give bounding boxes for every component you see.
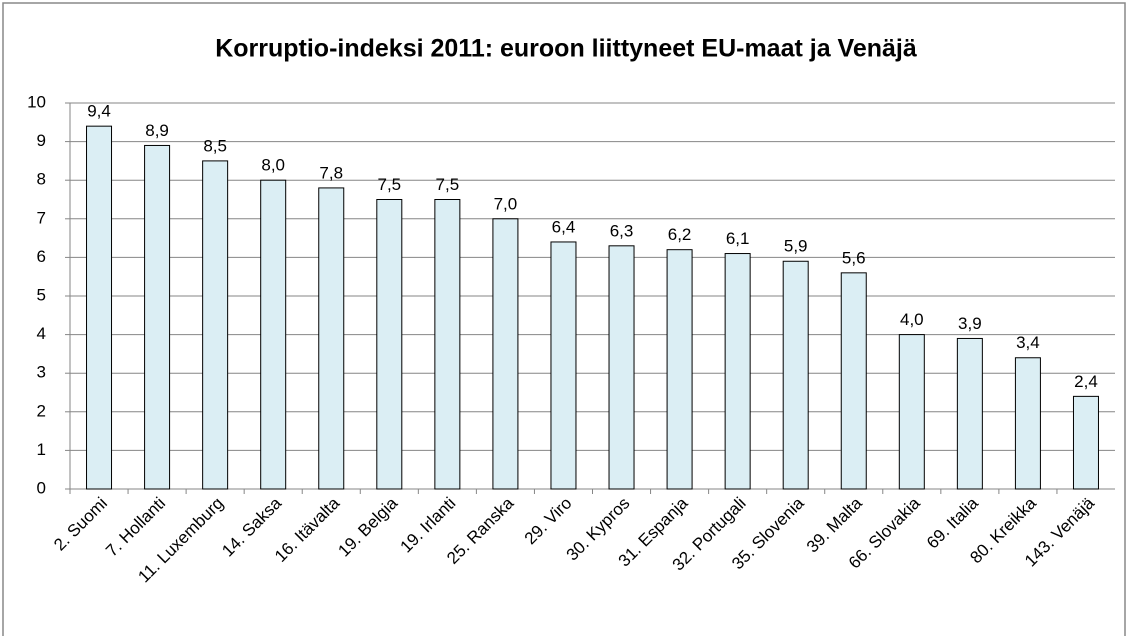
bar (1014, 357, 1041, 490)
value-label: 7,8 (319, 163, 343, 182)
value-label: 3,9 (958, 314, 982, 333)
y-tick-label: 7 (37, 208, 46, 227)
y-tick-label: 10 (27, 92, 46, 111)
bar (956, 337, 983, 490)
bar (434, 199, 461, 490)
value-label: 5,9 (784, 237, 808, 256)
y-tick-label: 4 (37, 324, 46, 343)
bar (202, 160, 229, 490)
value-label: 7,0 (494, 194, 518, 213)
value-label: 7,5 (377, 175, 401, 194)
bar (376, 199, 403, 490)
bar (86, 125, 113, 490)
bar (840, 272, 867, 490)
y-tick-label: 2 (37, 401, 46, 420)
bar (550, 241, 577, 490)
value-label: 8,5 (203, 136, 227, 155)
value-label: 2,4 (1074, 372, 1098, 391)
value-label: 6,4 (552, 217, 576, 236)
bar (260, 179, 287, 490)
value-label: 8,9 (145, 121, 169, 140)
value-label: 3,4 (1016, 333, 1040, 352)
value-label: 5,6 (842, 248, 866, 267)
value-label: 6,3 (610, 221, 634, 240)
bar (318, 187, 345, 490)
value-label: 4,0 (900, 310, 924, 329)
value-label: 7,5 (436, 175, 460, 194)
bar (1072, 395, 1099, 490)
value-label: 8,0 (261, 156, 285, 175)
chart-title: Korruptio-indeksi 2011: euroon liittynee… (215, 35, 917, 63)
bar (492, 218, 519, 490)
bar (666, 249, 693, 490)
bar (144, 144, 171, 490)
y-tick-label: 1 (37, 440, 46, 459)
y-tick-label: 8 (37, 170, 46, 189)
bar (782, 260, 809, 490)
value-label: 9,4 (87, 102, 111, 121)
y-tick-label: 0 (37, 478, 46, 497)
y-tick-label: 3 (37, 363, 46, 382)
value-label: 6,2 (668, 225, 692, 244)
y-tick-label: 5 (37, 285, 46, 304)
y-tick-label: 6 (37, 247, 46, 266)
value-label: 6,1 (726, 229, 750, 248)
bar (724, 253, 751, 490)
bar (898, 334, 925, 490)
y-tick-label: 9 (37, 131, 46, 150)
bar (608, 245, 635, 490)
